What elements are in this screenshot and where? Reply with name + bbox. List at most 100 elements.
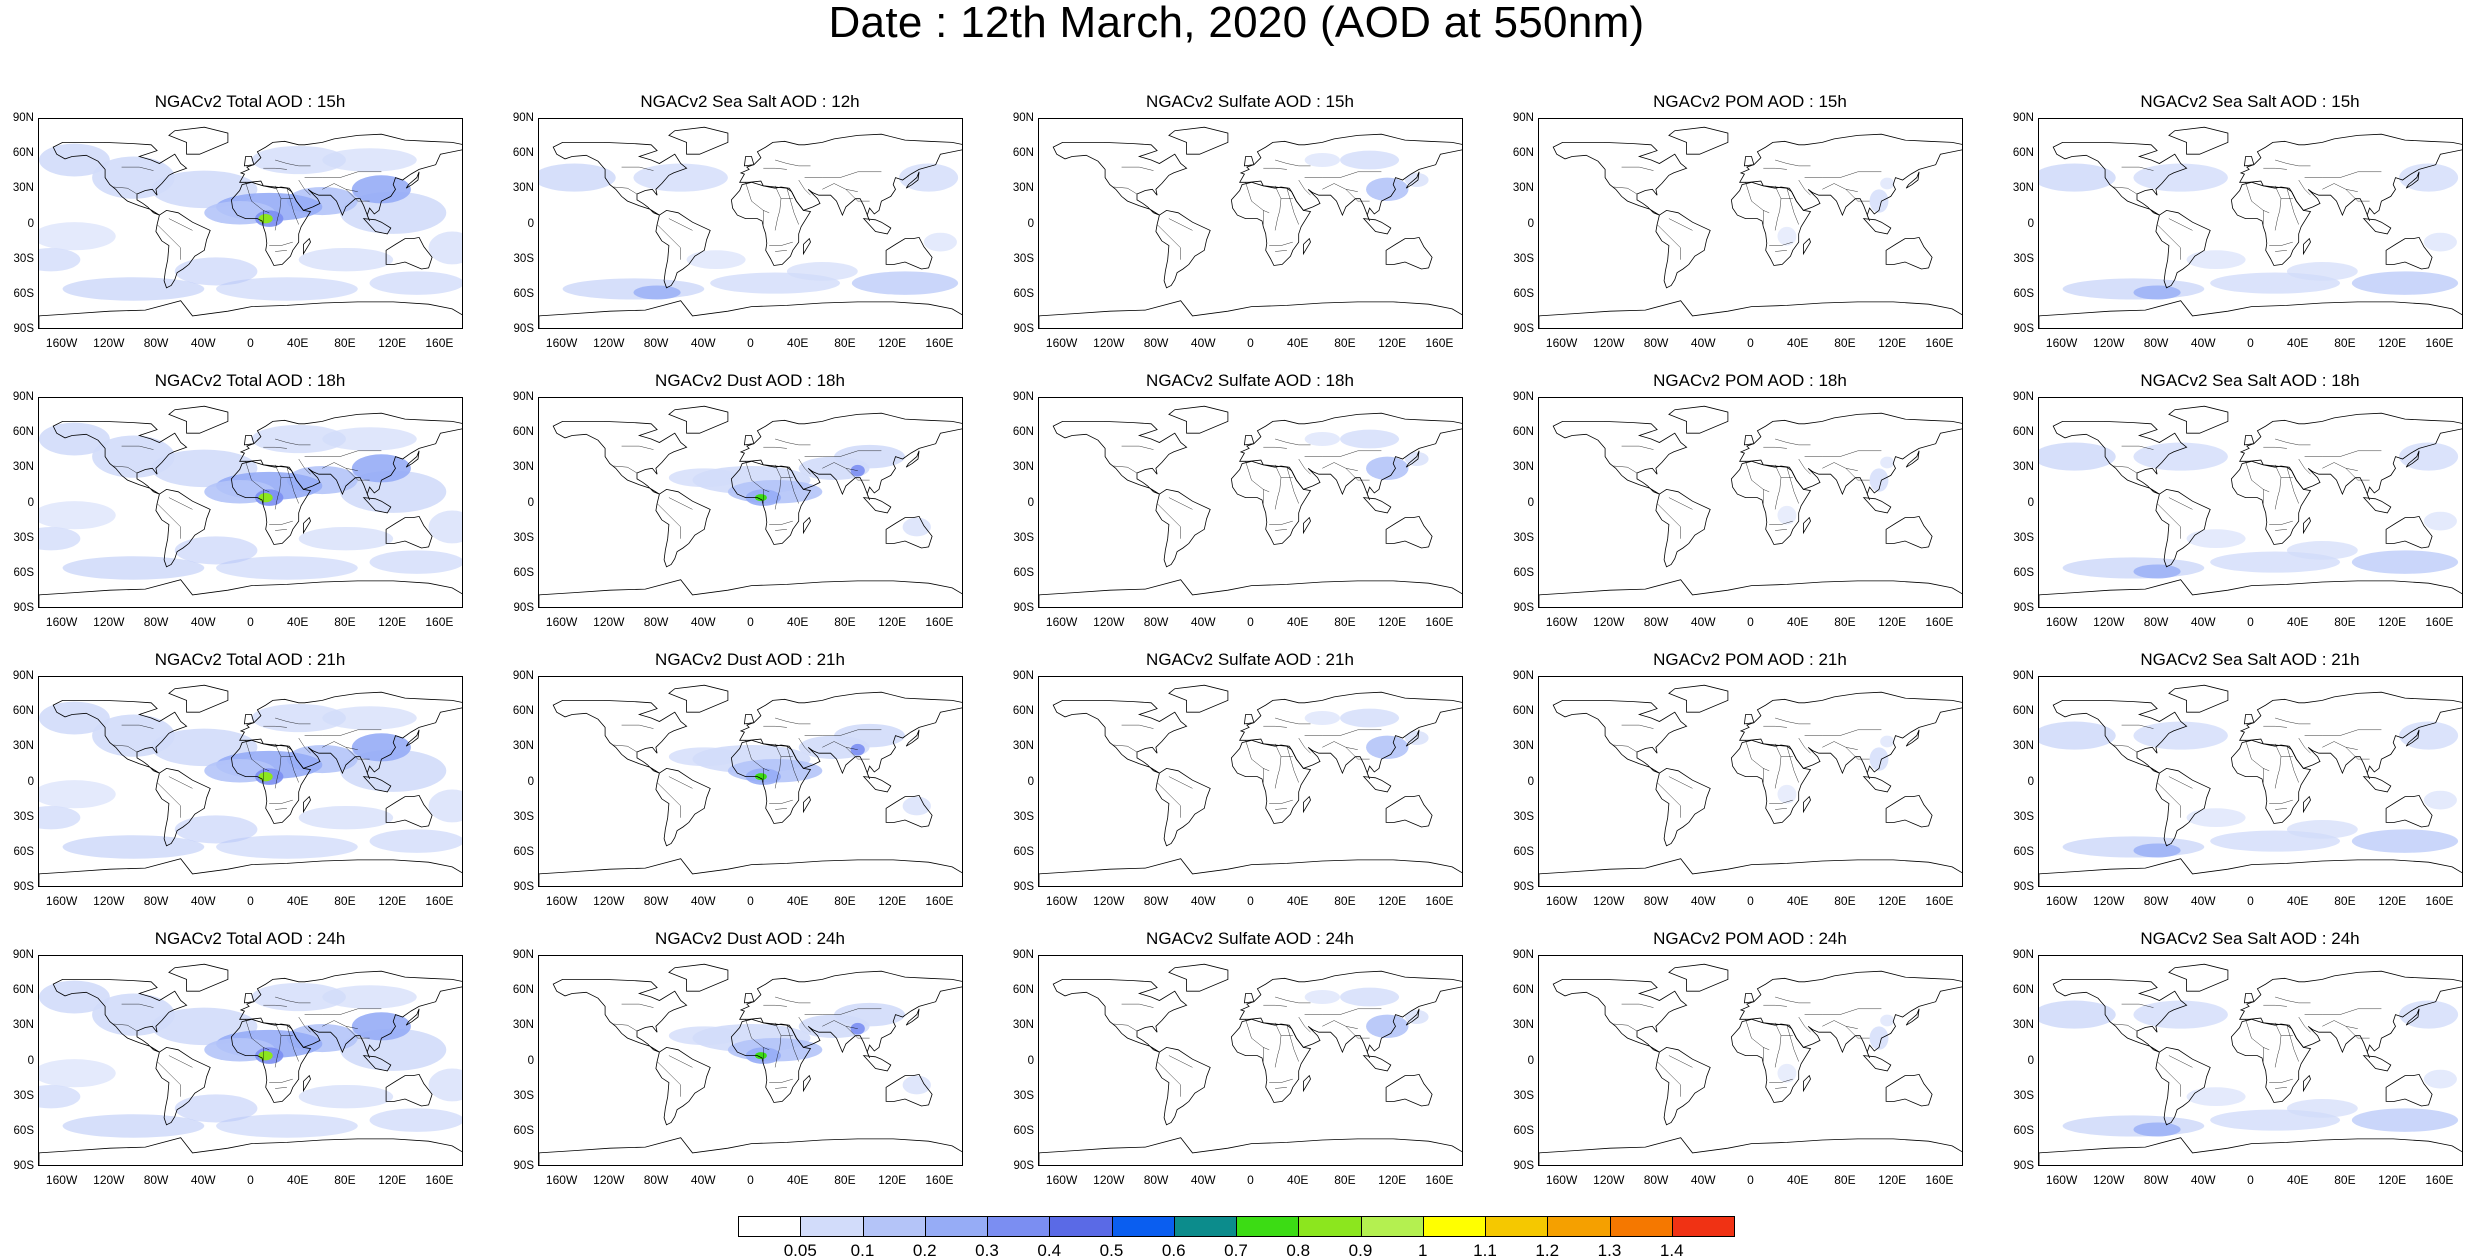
- latitude-label: 90N: [12, 391, 34, 403]
- latitude-label: 60N: [1012, 984, 1034, 997]
- country-border: [2298, 1016, 2311, 1033]
- longitude-label: 80W: [643, 615, 669, 629]
- country-border: [1786, 1025, 1799, 1062]
- coastline: [1052, 141, 1188, 216]
- country-border: [274, 185, 282, 231]
- aod-shading: [1340, 987, 1400, 1007]
- coastline: [1905, 450, 1920, 468]
- longitude-label: 80E: [334, 894, 356, 908]
- country-border: [621, 724, 654, 729]
- aod-shading: [258, 771, 273, 782]
- latitude-label: 30N: [12, 740, 34, 753]
- aod-shading: [1777, 784, 1797, 804]
- coastline: [2385, 1073, 2433, 1107]
- longitude-label: 0: [1247, 894, 1254, 908]
- aod-shading: [174, 257, 258, 286]
- longitude-label: 120E: [378, 336, 407, 350]
- country-border: [1613, 744, 1638, 753]
- aod-shading: [340, 470, 447, 513]
- country-border: [274, 1022, 282, 1068]
- country-border: [775, 996, 811, 1004]
- map-panel: NGACv2 Sea Salt AOD : 12h 90N 60N 30N 0 30S 60…: [500, 93, 1000, 350]
- country-border: [774, 743, 782, 789]
- country-border: [1245, 461, 1270, 492]
- longitude-label: 120W: [1093, 615, 1125, 629]
- coastline: [2362, 1055, 2392, 1072]
- coastline: [1668, 684, 1729, 713]
- colorbar-label: 0.5: [1099, 1241, 1124, 1260]
- map-canvas: [39, 963, 462, 1165]
- map-panel: NGACv2 Total AOD : 18h 90N 60N 30N 0 30S 60S 90…: [0, 372, 500, 629]
- coastline: [668, 963, 729, 992]
- country-border: [156, 503, 181, 539]
- longitude-label: 80E: [1834, 1173, 1856, 1187]
- country-border: [1769, 799, 1793, 804]
- aod-shading: [1777, 1063, 1797, 1083]
- longitude-label: 40E: [2287, 615, 2309, 629]
- coastline: [1730, 181, 1812, 266]
- country-border: [274, 743, 282, 789]
- latitude-label: 60S: [13, 566, 34, 579]
- latitude-label: 60S: [1013, 1124, 1034, 1137]
- longitude-label: 0: [2247, 894, 2254, 908]
- coastline: [1743, 435, 1755, 446]
- country-border: [1774, 185, 1782, 231]
- latitude-label: 30N: [2012, 182, 2034, 195]
- coastline: [1405, 729, 1420, 747]
- country-border: [1275, 717, 1311, 725]
- aod-shading: [1304, 431, 1341, 447]
- longitude-label: 0: [247, 894, 254, 908]
- colorbar-label: 0.05: [783, 1241, 817, 1260]
- longitude-label: 160W: [1545, 336, 1578, 350]
- longitude-label: 120E: [1378, 894, 1407, 908]
- country-border: [1668, 497, 1693, 510]
- coastline: [1155, 767, 1211, 847]
- aod-shading: [851, 271, 959, 295]
- longitude-label: 80E: [334, 1173, 356, 1187]
- aod-shading: [2399, 442, 2459, 471]
- latitude-label: 0: [527, 217, 534, 230]
- map-panel: NGACv2 POM AOD : 24h 90N 60N 30N 0 30S 60S 90S 1…: [1500, 930, 2000, 1187]
- coastline: [905, 729, 920, 747]
- longitude-label: 80E: [1834, 894, 1856, 908]
- country-border: [1156, 503, 1181, 539]
- coastline: [1552, 420, 1688, 495]
- country-border: [2156, 782, 2181, 818]
- country-border: [1774, 464, 1782, 510]
- latitude-label: 0: [2027, 496, 2034, 509]
- latitude-label: 90N: [1512, 949, 1534, 961]
- latitude-label: 60N: [1012, 147, 1034, 160]
- longitude-label: 120E: [2378, 615, 2407, 629]
- country-border: [121, 166, 154, 171]
- longitude-label: 0: [747, 894, 754, 908]
- map-canvas: [1539, 684, 1962, 886]
- panel-title: NGACv2 POM AOD : 21h: [1653, 650, 1847, 669]
- longitude-label: 0: [247, 336, 254, 350]
- coastline: [2405, 171, 2420, 189]
- latitude-label: 0: [27, 496, 34, 509]
- coastline: [2039, 300, 2462, 328]
- latitude-label: 30S: [513, 531, 534, 544]
- longitude-label: 160W: [2045, 615, 2078, 629]
- latitude-label: 30S: [1513, 810, 1534, 823]
- country-border: [1286, 1025, 1299, 1062]
- coastline: [2230, 1018, 2312, 1103]
- longitude-label: 120W: [1593, 615, 1625, 629]
- coastline: [1039, 1137, 1462, 1165]
- country-border: [1668, 776, 1693, 789]
- country-border: [1786, 467, 1799, 504]
- longitude-label: 120E: [1878, 615, 1907, 629]
- coastline: [2155, 767, 2211, 847]
- country-border: [763, 1005, 787, 1007]
- country-border: [786, 467, 799, 504]
- country-border: [113, 186, 138, 195]
- coastline: [1552, 978, 1688, 1053]
- aod-shading: [668, 1026, 740, 1046]
- longitude-label: 0: [1247, 1173, 1254, 1187]
- country-border: [613, 1023, 638, 1032]
- aod-shading: [902, 796, 931, 816]
- country-border: [1304, 1008, 1382, 1015]
- aod-shading: [351, 733, 411, 762]
- coastline: [2405, 1008, 2420, 1026]
- latitude-label: 30S: [513, 1089, 534, 1102]
